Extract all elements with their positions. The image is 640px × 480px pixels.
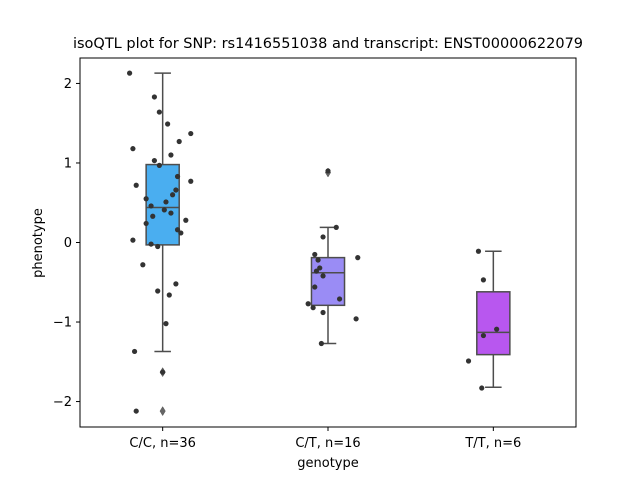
outlier-marker [159,406,166,417]
x-tick-label: C/C, n=36 [129,436,195,451]
data-point [320,273,326,279]
data-point [133,182,139,188]
data-point [151,94,157,100]
data-point [479,385,485,391]
points-layer [127,70,500,414]
data-point [465,358,472,364]
data-point [163,321,169,327]
data-point [355,255,361,261]
y-axis: −2 −1 0 1 2 [53,77,80,410]
y-tick-label: 2 [64,77,72,92]
y-tick-label: 1 [64,156,72,171]
data-point [143,220,149,227]
data-point [176,138,182,145]
data-point [130,146,136,152]
data-point [173,187,179,193]
x-tick-label: C/T, n=16 [295,436,360,451]
data-point [183,217,189,223]
y-axis-label: phenotype [31,208,46,278]
data-point [475,248,482,254]
data-point [133,408,139,414]
data-point [318,340,324,347]
data-point [494,326,500,332]
data-point [156,162,162,168]
data-point [130,237,136,243]
data-point [127,70,133,76]
data-point [161,207,167,213]
data-point [480,277,487,283]
data-point [160,369,166,375]
data-point [312,251,318,258]
data-point [140,262,146,268]
data-point [143,196,149,202]
data-point [168,210,174,216]
data-point [169,192,176,198]
x-axis-label: genotype [297,456,358,471]
data-point [148,241,154,247]
data-point [174,227,181,233]
data-point [336,296,343,302]
data-point [313,268,320,274]
box-iqr [476,291,511,356]
chart-title: isoQTL plot for SNP: rs1416551038 and tr… [73,36,583,52]
boxes-layer [145,72,511,417]
x-axis: C/C, n=36 C/T, n=16 T/T, n=6 [129,427,521,451]
data-point [480,332,487,339]
data-point [305,301,311,307]
data-point [163,199,169,205]
data-point [310,305,316,311]
y-tick-label: −2 [53,395,72,410]
data-point [155,243,161,250]
data-point [165,121,171,127]
data-point [188,130,194,137]
data-point [155,288,161,294]
data-point [168,152,174,158]
data-point [131,348,138,355]
y-tick-label: −1 [53,316,72,331]
data-point [174,173,181,180]
data-point [325,168,331,174]
data-point [156,109,162,115]
data-point [353,316,359,322]
data-point [173,281,179,287]
data-point [312,284,318,290]
data-point [315,257,321,263]
data-point [151,157,157,164]
data-point [148,203,154,209]
data-point [320,234,326,240]
data-point [317,265,323,271]
data-point [320,309,326,316]
data-point [150,213,156,219]
y-tick-label: 0 [64,236,72,251]
data-point [166,292,172,298]
data-point [178,230,184,236]
data-point [333,224,339,230]
data-point [188,178,194,184]
x-tick-label: T/T, n=6 [464,436,521,451]
